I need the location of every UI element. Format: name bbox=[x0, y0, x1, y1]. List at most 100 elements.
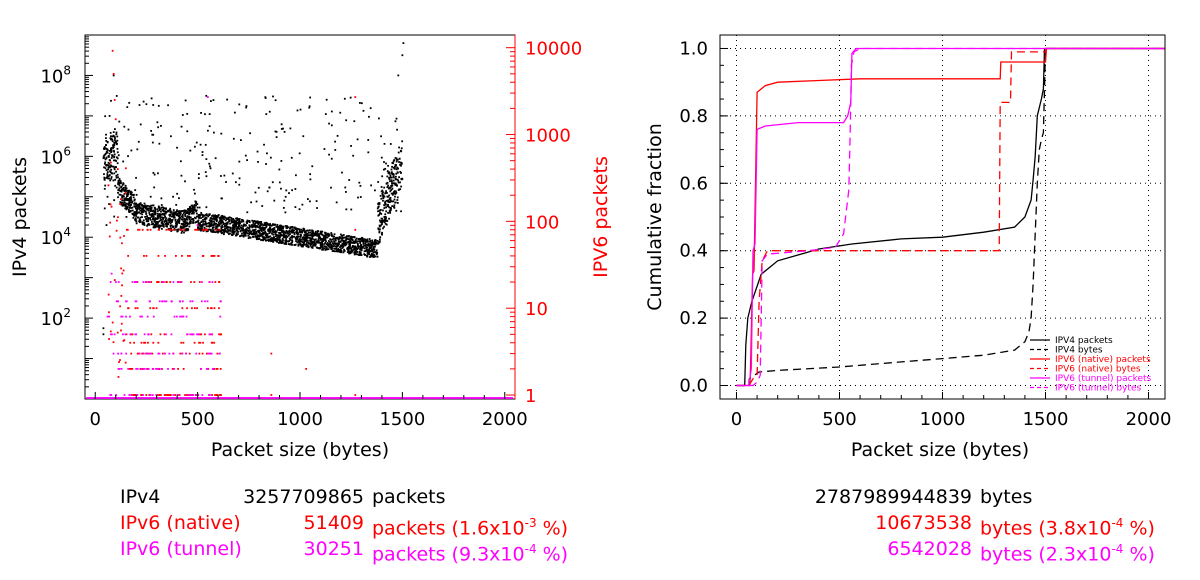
ipv6-tunnel-point bbox=[156, 367, 159, 370]
ipv4-point bbox=[387, 200, 390, 203]
ipv6-tunnel-baseline-point bbox=[190, 397, 193, 399]
ipv4-point bbox=[184, 213, 186, 216]
ipv4-point bbox=[168, 214, 171, 216]
ipv4-point bbox=[359, 247, 362, 249]
ipv4-point bbox=[128, 206, 131, 209]
ipv4-outlier-point bbox=[103, 207, 106, 210]
ipv4-point bbox=[315, 246, 318, 249]
ipv4-point bbox=[146, 208, 148, 211]
ipv6-native-point bbox=[159, 333, 162, 336]
ipv6-native-point bbox=[188, 352, 191, 355]
ipv4-point bbox=[132, 194, 135, 196]
ipv4-point bbox=[122, 195, 125, 198]
ipv4-point bbox=[172, 226, 174, 228]
ipv4-point bbox=[279, 227, 282, 230]
ipv4-point bbox=[129, 201, 132, 204]
ipv4-point bbox=[320, 237, 322, 240]
ipv4-point bbox=[337, 248, 340, 251]
summary-bytes: 2787989944839 bbox=[814, 486, 972, 508]
ipv4-point bbox=[389, 176, 392, 179]
ipv4-outlier-point bbox=[112, 74, 115, 77]
ipv4-point bbox=[348, 251, 351, 254]
ipv4-point bbox=[390, 200, 393, 203]
ipv6-native-point bbox=[110, 205, 113, 208]
ipv4-point bbox=[276, 235, 279, 237]
ipv6-tunnel-baseline-point bbox=[254, 397, 257, 399]
ipv4-point bbox=[148, 209, 150, 212]
ipv4-point bbox=[158, 208, 161, 211]
ipv4-point bbox=[162, 208, 165, 211]
ipv6-native-point bbox=[108, 311, 110, 314]
ipv4-point bbox=[255, 238, 258, 241]
ipv4-point bbox=[391, 205, 394, 208]
ipv4-point bbox=[268, 232, 271, 235]
ipv4-point bbox=[349, 239, 352, 242]
ipv4-outlier-point bbox=[323, 148, 326, 150]
ipv6-native-point bbox=[136, 307, 139, 310]
ipv4-point bbox=[105, 144, 108, 146]
ipv4-point bbox=[311, 242, 313, 245]
ipv4-point bbox=[309, 238, 312, 241]
ipv6-tunnel-baseline-point bbox=[439, 397, 442, 399]
ipv4-point bbox=[103, 146, 106, 148]
ipv4-point bbox=[278, 231, 280, 234]
ipv4-point bbox=[372, 251, 375, 254]
ipv4-point bbox=[365, 240, 368, 243]
ipv4-point bbox=[279, 224, 281, 227]
ipv6-tunnel-point bbox=[173, 367, 176, 370]
ipv4-point bbox=[197, 214, 200, 216]
ipv6-tunnel-baseline-point bbox=[495, 397, 498, 399]
ipv4-point bbox=[285, 238, 288, 240]
x-tick-label: 1000 bbox=[277, 409, 323, 430]
ipv4-point bbox=[124, 205, 127, 207]
series-line-ipv6-native-bytes bbox=[736, 47, 1165, 387]
ipv6-tunnel-point bbox=[162, 281, 165, 283]
ipv6-tunnel-baseline-point bbox=[191, 397, 194, 399]
ipv6-tunnel-baseline-point bbox=[212, 397, 215, 399]
ipv4-point bbox=[276, 229, 279, 231]
ipv4-point bbox=[282, 236, 285, 239]
ipv6-native-point bbox=[210, 307, 213, 310]
ipv4-point bbox=[128, 189, 131, 192]
ipv4-point bbox=[310, 246, 313, 249]
ipv4-point bbox=[288, 231, 291, 234]
ipv4-point bbox=[352, 241, 355, 244]
ipv4-point bbox=[126, 189, 129, 192]
ipv4-point bbox=[315, 241, 318, 244]
ipv6-native-point bbox=[113, 99, 116, 101]
ipv4-point bbox=[276, 224, 279, 226]
ipv4-point bbox=[386, 192, 388, 194]
ipv4-point bbox=[244, 234, 247, 237]
ipv6-native-point bbox=[116, 168, 119, 170]
ipv4-point bbox=[112, 147, 115, 149]
ipv4-point bbox=[208, 213, 211, 216]
ipv4-outlier-point bbox=[184, 180, 186, 183]
ipv4-point bbox=[325, 243, 328, 246]
ipv4-point bbox=[384, 200, 387, 203]
ipv4-point bbox=[332, 235, 334, 238]
ipv4-point bbox=[296, 231, 299, 234]
ipv4-point bbox=[337, 247, 340, 250]
ipv4-point bbox=[181, 210, 183, 212]
ipv4-point bbox=[195, 204, 197, 207]
ipv4-point bbox=[389, 180, 391, 183]
ipv4-point bbox=[387, 212, 389, 214]
ipv4-point bbox=[264, 222, 266, 225]
ipv4-outlier-point bbox=[334, 140, 336, 143]
ipv4-point bbox=[384, 192, 387, 195]
ipv4-point bbox=[174, 224, 177, 227]
ipv6-tunnel-point bbox=[123, 394, 126, 396]
ipv4-point bbox=[285, 240, 288, 242]
ipv6-tunnel-baseline-point bbox=[436, 397, 439, 399]
ipv6-tunnel-baseline-point bbox=[323, 397, 326, 399]
ipv6-tunnel-baseline-point bbox=[95, 397, 98, 399]
ipv4-point bbox=[113, 172, 116, 175]
ipv6-tunnel-baseline-point bbox=[174, 397, 177, 399]
legend-label: IPV6 (tunnel) packets bbox=[1055, 374, 1152, 384]
ipv4-point bbox=[119, 180, 122, 182]
ipv6-tunnel-baseline-point bbox=[373, 397, 376, 399]
ipv6-tunnel-baseline-point bbox=[346, 397, 349, 399]
right-cdf-panel: 0 500 1000 1500 2000 0.00.20.40.60.81.0 IPV4… bbox=[644, 34, 1171, 461]
ipv4-outlier-point bbox=[282, 207, 285, 209]
ipv4-point bbox=[157, 214, 160, 217]
